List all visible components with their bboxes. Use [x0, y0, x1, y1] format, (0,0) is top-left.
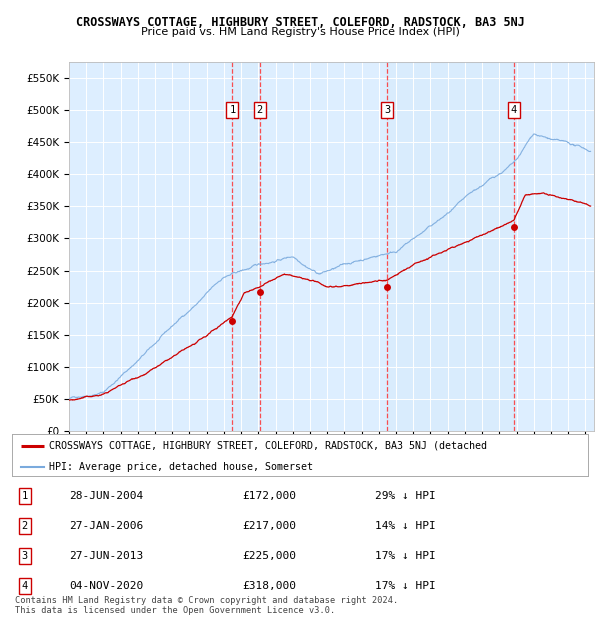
Text: 04-NOV-2020: 04-NOV-2020	[70, 580, 144, 591]
Text: 27-JUN-2013: 27-JUN-2013	[70, 551, 144, 561]
Bar	[387, 62, 514, 431]
Text: 17% ↓ HPI: 17% ↓ HPI	[375, 580, 436, 591]
Text: 28-JUN-2004: 28-JUN-2004	[70, 491, 144, 502]
Text: 4: 4	[22, 580, 28, 591]
Text: 4: 4	[511, 105, 517, 115]
Text: 2: 2	[22, 521, 28, 531]
Text: CROSSWAYS COTTAGE, HIGHBURY STREET, COLEFORD, RADSTOCK, BA3 5NJ: CROSSWAYS COTTAGE, HIGHBURY STREET, COLE…	[76, 16, 524, 29]
Bar	[232, 62, 260, 431]
Text: £172,000: £172,000	[242, 491, 296, 502]
Text: £318,000: £318,000	[242, 580, 296, 591]
Text: 1: 1	[22, 491, 28, 502]
Text: 1: 1	[229, 105, 235, 115]
Text: CROSSWAYS COTTAGE, HIGHBURY STREET, COLEFORD, RADSTOCK, BA3 5NJ (detached: CROSSWAYS COTTAGE, HIGHBURY STREET, COLE…	[49, 441, 487, 451]
Text: 2: 2	[256, 105, 263, 115]
Text: 3: 3	[384, 105, 391, 115]
Text: Contains HM Land Registry data © Crown copyright and database right 2024.
This d: Contains HM Land Registry data © Crown c…	[15, 596, 398, 615]
Text: 29% ↓ HPI: 29% ↓ HPI	[375, 491, 436, 502]
Text: £217,000: £217,000	[242, 521, 296, 531]
Text: 14% ↓ HPI: 14% ↓ HPI	[375, 521, 436, 531]
Text: Price paid vs. HM Land Registry's House Price Index (HPI): Price paid vs. HM Land Registry's House …	[140, 27, 460, 37]
Text: 3: 3	[22, 551, 28, 561]
Text: 17% ↓ HPI: 17% ↓ HPI	[375, 551, 436, 561]
Text: 27-JAN-2006: 27-JAN-2006	[70, 521, 144, 531]
Text: £225,000: £225,000	[242, 551, 296, 561]
Text: HPI: Average price, detached house, Somerset: HPI: Average price, detached house, Some…	[49, 462, 313, 472]
